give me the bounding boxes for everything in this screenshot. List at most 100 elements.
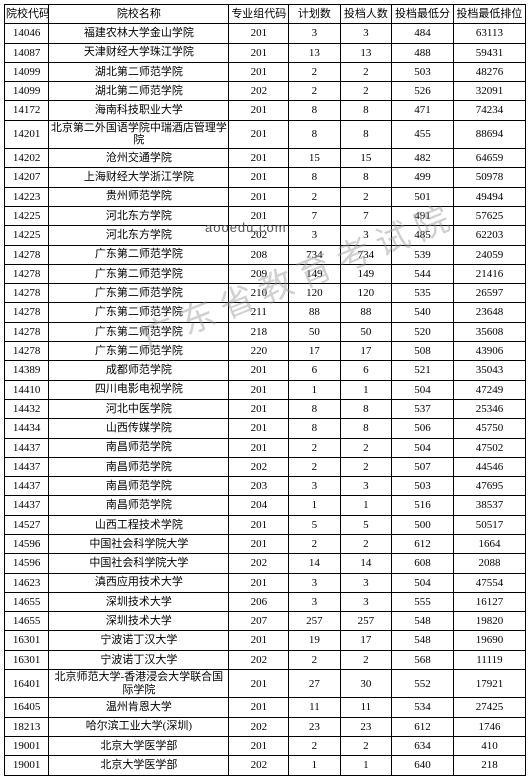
table-cell: 6 [340, 361, 391, 380]
table-cell: 14410 [5, 380, 49, 399]
table-cell: 5 [340, 515, 391, 534]
table-cell: 8 [340, 399, 391, 418]
table-cell: 2 [340, 457, 391, 476]
table-cell: 203 [229, 477, 289, 496]
table-cell: 南昌师范学院 [49, 496, 229, 515]
table-cell: 201 [229, 206, 289, 225]
table-cell: 2 [340, 736, 391, 755]
table-cell: 福建农林大学金山学院 [49, 24, 229, 43]
table-cell: 19820 [453, 612, 525, 631]
table-cell: 6 [289, 361, 340, 380]
table-cell: 63113 [453, 24, 525, 43]
table-cell: 734 [340, 245, 391, 264]
table-cell: 沧州交通学院 [49, 149, 229, 168]
table-row: 14434山西传媒学院2018850645750 [5, 419, 526, 438]
table-cell: 25346 [453, 399, 525, 418]
table-cell: 2 [289, 736, 340, 755]
table-cell: 14207 [5, 168, 49, 187]
table-cell: 634 [392, 736, 454, 755]
table-cell: 218 [229, 322, 289, 341]
table-cell: 14527 [5, 515, 49, 534]
table-cell: 2 [340, 82, 391, 101]
table-cell: 14225 [5, 226, 49, 245]
table-cell: 北京第二外国语学院中瑞酒店管理学院 [49, 120, 229, 148]
table-row: 14202沧州交通学院201151548264659 [5, 149, 526, 168]
table-cell: 宁波诺丁汉大学 [49, 650, 229, 669]
table-cell: 49494 [453, 187, 525, 206]
table-cell: 23 [289, 717, 340, 736]
table-cell: 14437 [5, 477, 49, 496]
table-cell: 13 [340, 43, 391, 62]
col-header-enroll: 投档人数 [340, 5, 391, 24]
table-cell: 44546 [453, 457, 525, 476]
table-cell: 19 [289, 631, 340, 650]
table-cell: 19001 [5, 736, 49, 755]
table-row: 14099湖北第二师范学院2022252632091 [5, 82, 526, 101]
table-cell: 88694 [453, 120, 525, 148]
table-cell: 2 [289, 650, 340, 669]
table-cell: 485 [392, 226, 454, 245]
table-cell: 47554 [453, 573, 525, 592]
table-cell: 14202 [5, 149, 49, 168]
table-cell: 504 [392, 380, 454, 399]
table-cell: 14278 [5, 322, 49, 341]
table-cell: 471 [392, 101, 454, 120]
table-cell: 深圳技术大学 [49, 612, 229, 631]
table-cell: 8 [289, 168, 340, 187]
table-cell: 湖北第二师范学院 [49, 82, 229, 101]
table-cell: 16127 [453, 592, 525, 611]
table-cell: 2 [289, 187, 340, 206]
table-cell: 14389 [5, 361, 49, 380]
table-row: 14623滇西应用技术大学2013350447554 [5, 573, 526, 592]
table-row: 14201北京第二外国语学院中瑞酒店管理学院2018845588694 [5, 120, 526, 148]
table-cell: 201 [229, 62, 289, 81]
table-cell: 温州肯恩大学 [49, 698, 229, 717]
table-cell: 544 [392, 264, 454, 283]
table-cell: 四川电影电视学院 [49, 380, 229, 399]
admission-table: 院校代码 院校名称 专业组代码 计划数 投档人数 投档最低分 投档最低排位 14… [4, 4, 526, 776]
table-cell: 201 [229, 438, 289, 457]
table-row: 14225河北东方学院2023348562203 [5, 226, 526, 245]
table-cell: 2 [289, 62, 340, 81]
table-cell: 14437 [5, 457, 49, 476]
table-cell: 35608 [453, 322, 525, 341]
table-cell: 11 [340, 698, 391, 717]
table-row: 14410四川电影电视学院2011150447249 [5, 380, 526, 399]
table-cell: 207 [229, 612, 289, 631]
table-cell: 14 [289, 554, 340, 573]
table-cell: 482 [392, 149, 454, 168]
table-cell: 3 [289, 573, 340, 592]
table-cell: 201 [229, 187, 289, 206]
table-row: 16301宁波诺丁汉大学201191754819690 [5, 631, 526, 650]
table-cell: 526 [392, 82, 454, 101]
table-cell: 24059 [453, 245, 525, 264]
table-cell: 上海财经大学浙江学院 [49, 168, 229, 187]
table-cell: 27425 [453, 698, 525, 717]
table-cell: 1664 [453, 535, 525, 554]
table-header-row: 院校代码 院校名称 专业组代码 计划数 投档人数 投档最低分 投档最低排位 [5, 5, 526, 24]
table-cell: 201 [229, 419, 289, 438]
table-cell: 2 [340, 62, 391, 81]
table-row: 19001北京大学医学部20122634410 [5, 736, 526, 755]
table-cell: 202 [229, 457, 289, 476]
table-cell: 8 [340, 168, 391, 187]
table-cell: 8 [289, 120, 340, 148]
table-cell: 88 [289, 303, 340, 322]
table-cell: 201 [229, 149, 289, 168]
table-cell: 32091 [453, 82, 525, 101]
table-cell: 14655 [5, 592, 49, 611]
table-cell: 59431 [453, 43, 525, 62]
table-cell: 508 [392, 342, 454, 361]
table-cell: 120 [340, 284, 391, 303]
table-cell: 201 [229, 573, 289, 592]
table-row: 14437南昌师范学院2033350347695 [5, 477, 526, 496]
table-cell: 广东第二师范学院 [49, 245, 229, 264]
table-cell: 201 [229, 361, 289, 380]
table-cell: 14099 [5, 82, 49, 101]
table-cell: 1 [340, 380, 391, 399]
table-cell: 海南科技职业大学 [49, 101, 229, 120]
table-cell: 深圳技术大学 [49, 592, 229, 611]
table-cell: 3 [340, 592, 391, 611]
table-cell: 山西传媒学院 [49, 419, 229, 438]
table-cell: 50 [289, 322, 340, 341]
